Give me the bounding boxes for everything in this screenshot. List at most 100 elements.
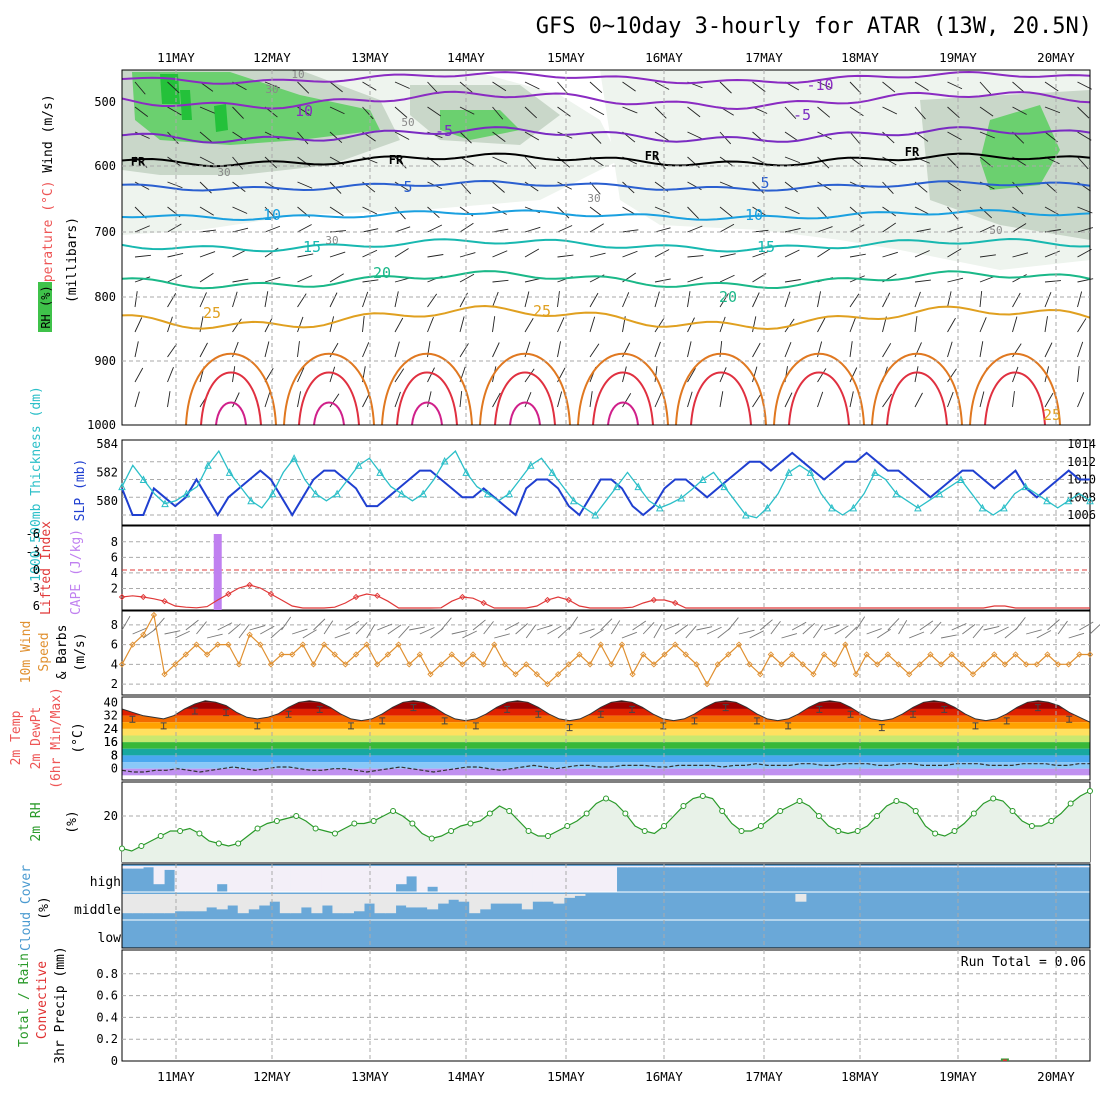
date-label-top: 17MAY (745, 50, 783, 65)
wind-10m-marker (852, 671, 860, 678)
wind-10m-marker (501, 661, 509, 668)
temp-minmax-marker (847, 710, 854, 718)
cloud-high-gap (890, 866, 902, 868)
panel-ylabel: 2m Temp (9, 710, 24, 765)
cloud-mid-gap (216, 894, 228, 910)
cloud-high-gap (700, 866, 712, 868)
wind-barb (914, 291, 921, 308)
cloud-high-gap (143, 866, 155, 868)
thickness-marker (742, 510, 750, 519)
cloud-mid-gap (448, 894, 460, 900)
thickness-marker (698, 475, 707, 483)
isotherm-40-loop (313, 401, 345, 426)
wind-10m-barb (419, 627, 435, 635)
ylabel-part: Wind (m/s) (41, 94, 56, 172)
wind-10m-barb (962, 624, 976, 635)
wind-10m-barb (1015, 617, 1026, 631)
wind-barb (1012, 223, 1027, 233)
wind-10m-barb (877, 628, 891, 639)
wind-barb (1012, 292, 1021, 308)
wind-barb (687, 276, 703, 283)
rh-2m-marker (564, 823, 571, 829)
temp-band (122, 755, 1090, 763)
rh-2m-marker (544, 833, 551, 839)
wind-barb (394, 291, 399, 308)
wind-barb (979, 131, 996, 139)
cloud-high-gap (269, 866, 281, 892)
wind-10m-marker (693, 661, 700, 668)
wind-barb (427, 316, 434, 333)
y-tick-label: 8 (111, 748, 118, 762)
ylabel-part: 1000-500mb Thickness (dm) (29, 386, 44, 582)
wind-barb (947, 181, 962, 192)
y-tick-label: 1006 (1067, 508, 1096, 522)
y-tick-label: 0.6 (96, 989, 118, 1003)
wind-barb (752, 181, 765, 194)
wind-10m-barb (1057, 620, 1068, 635)
rh-2m-marker (254, 825, 261, 832)
cloud-high-gap (132, 866, 144, 869)
rh-2m-marker (874, 813, 881, 819)
wind-barb (687, 391, 693, 408)
rh-2m-marker (351, 820, 358, 827)
cloud-high-gap (195, 866, 207, 892)
date-label-bottom: 18MAY (841, 1069, 879, 1084)
wind-barb (882, 251, 898, 258)
thickness-marker (655, 503, 664, 512)
wind-10m-marker (650, 661, 658, 668)
wind-barb (329, 81, 343, 93)
wind-barb (589, 343, 600, 358)
wind-barb (817, 368, 827, 383)
wind-barb (589, 106, 605, 116)
wind-barb (264, 225, 281, 233)
wind-barb (492, 250, 508, 258)
y-tick-label: 0 (111, 762, 118, 776)
rh-2m-marker (815, 813, 822, 819)
cloud-high-gap (227, 866, 239, 892)
wind-barb (557, 391, 563, 408)
wind-10m-marker (703, 680, 711, 688)
wind-10m-barb (504, 622, 520, 631)
wind-barb (882, 181, 894, 195)
date-label-bottom: 19MAY (939, 1069, 977, 1084)
wind-barb (394, 341, 400, 358)
wind-barb (134, 254, 151, 258)
cloud-high-gap (342, 866, 354, 892)
panel-frame (121, 69, 1091, 426)
wind-10m-barb (1079, 621, 1094, 631)
wind-barb (459, 343, 469, 358)
wind-barb (199, 206, 214, 216)
wind-10m-barb (355, 622, 368, 635)
wind-barb (362, 342, 370, 358)
wind-10m-barb (855, 616, 866, 631)
wind-barb (589, 131, 602, 144)
wind-10m-barb (249, 625, 266, 631)
cloud-mid-gap (342, 894, 354, 914)
temp-band (122, 728, 1090, 736)
cloud-mid-gap (521, 894, 533, 910)
wind-barb (979, 291, 983, 308)
temp-minmax-marker (1034, 704, 1041, 712)
wind-10m-barb (451, 629, 468, 635)
wind-10m-marker (927, 651, 934, 658)
cloud-mid-gap (553, 894, 565, 904)
rh-2m-marker (680, 803, 687, 809)
temp-minmax-marker (1066, 715, 1073, 723)
wind-barb (784, 206, 800, 215)
wind-10m-marker (767, 651, 775, 658)
wind-barb (687, 181, 702, 191)
wind-barb (297, 391, 301, 408)
contour-label: 10 (745, 206, 763, 224)
isotherm-35-loop (200, 371, 262, 426)
rh-2m-marker (119, 845, 125, 852)
isotherm-40-loop (509, 401, 541, 426)
wind-barb (589, 81, 603, 94)
cloud-mid-gap (332, 894, 344, 914)
y-tick-label: 900 (94, 354, 116, 368)
contour-label: 25 (533, 302, 551, 320)
cloud-high-gap (1079, 866, 1091, 868)
cloud-mid-gap (248, 894, 260, 910)
date-label-top: 20MAY (1037, 50, 1075, 65)
date-label-top: 15MAY (547, 50, 585, 65)
li-marker (459, 593, 466, 601)
